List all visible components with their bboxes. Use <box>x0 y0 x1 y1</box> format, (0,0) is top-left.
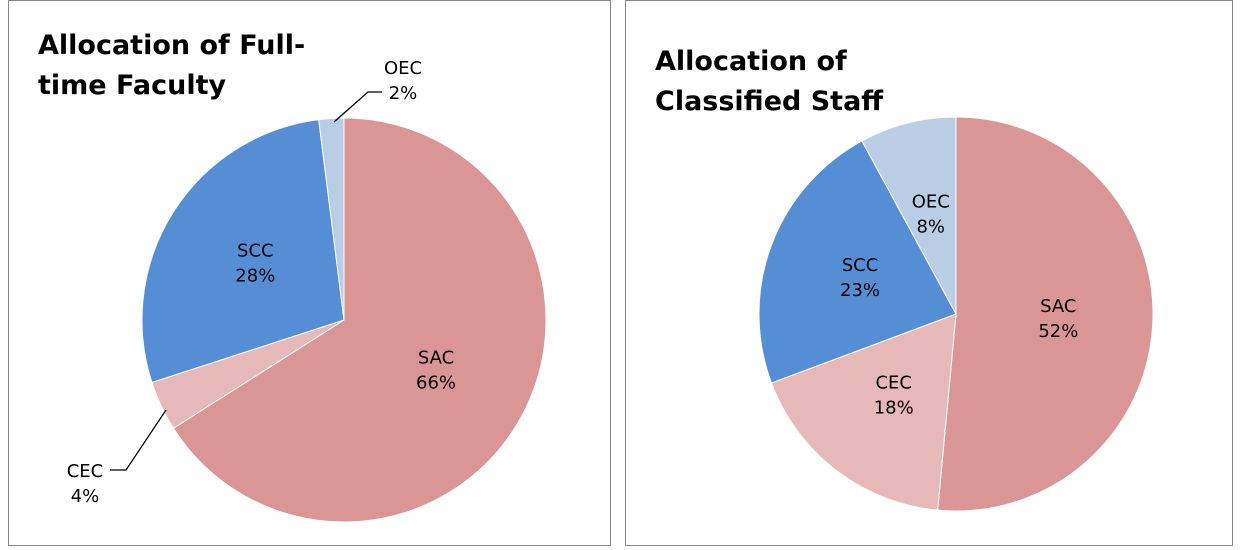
leader-line <box>110 409 167 471</box>
slice-category-label: CEC <box>67 461 104 482</box>
chart-panel <box>8 0 611 546</box>
slice-value-label: 52% <box>1038 321 1078 342</box>
pie-slice <box>861 116 957 315</box>
slice-value-label: 8% <box>916 217 945 238</box>
slice-category-label: SCC <box>237 241 274 262</box>
pie-slice <box>937 116 1154 512</box>
slice-value-label: 2% <box>389 83 418 104</box>
slice-value-label: 18% <box>874 397 914 418</box>
pie-slice <box>172 117 547 523</box>
slice-category-label: SAC <box>418 348 454 369</box>
slice-value-label: 4% <box>71 486 100 507</box>
slice-category-label: OEC <box>384 58 422 79</box>
slice-category-label: SCC <box>842 255 879 276</box>
slice-value-label: 23% <box>840 280 880 301</box>
pie-slice <box>141 119 345 384</box>
pie-slice <box>318 117 345 321</box>
chart-title: Allocation of Full-time Faculty <box>38 30 306 101</box>
chart-panel <box>625 0 1233 546</box>
slice-category-label: OEC <box>912 192 950 213</box>
leader-line <box>333 91 382 123</box>
chart-title: Allocation of Classified Staff <box>655 46 884 117</box>
pie-slice <box>758 140 957 384</box>
pie-slice <box>770 313 957 511</box>
slice-category-label: SAC <box>1040 296 1076 317</box>
slice-value-label: 28% <box>235 266 275 287</box>
slice-value-label: 66% <box>416 373 456 394</box>
slice-category-label: CEC <box>875 372 912 393</box>
